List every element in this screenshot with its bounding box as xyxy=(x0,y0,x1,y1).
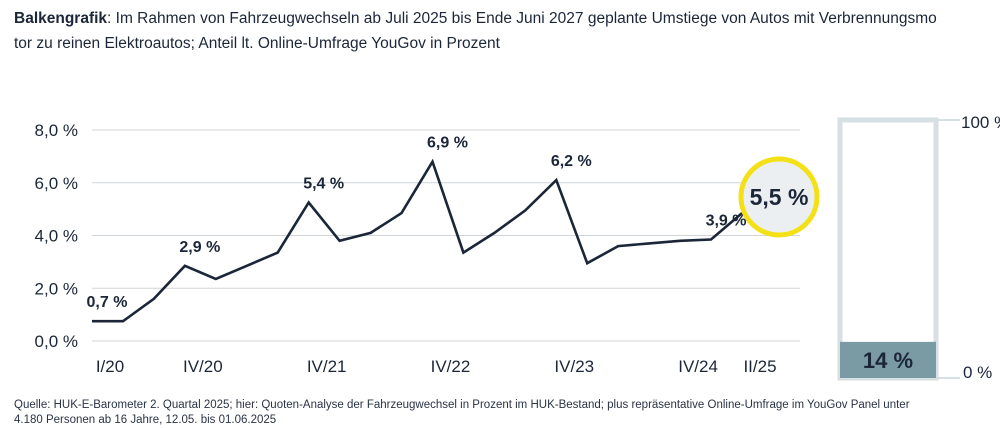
data-label: 6,9 % xyxy=(427,135,468,152)
y-tick-label: 2,0 % xyxy=(35,279,78,298)
y-tick-label: 8,0 % xyxy=(35,121,78,140)
x-axis-labels: I/20 IV/20 IV/21 IV/22 IV/23 IV/24 II/25 xyxy=(96,357,777,376)
data-label: 2,9 % xyxy=(179,239,220,256)
y-tick-label: 6,0 % xyxy=(35,174,78,193)
data-label: 5,4 % xyxy=(303,176,344,193)
bar-value-label: 14 % xyxy=(863,348,913,373)
series-line xyxy=(92,158,743,323)
data-label: 3,9 % xyxy=(706,212,747,229)
x-tick-label: IV/22 xyxy=(431,357,471,376)
x-tick-label: I/20 xyxy=(96,357,124,376)
grid-lines xyxy=(92,129,800,342)
highlight-badge: 5,5 % xyxy=(738,156,820,238)
line-series xyxy=(91,158,743,323)
x-tick-label: IV/23 xyxy=(554,357,594,376)
headline-text-line1: : Im Rahmen von Fahrzeugwechseln ab Juli… xyxy=(107,10,937,27)
bar-axis-min-label: 0 % xyxy=(963,363,992,382)
x-tick-label: IV/20 xyxy=(183,357,223,376)
y-axis-labels: 8,0 % 6,0 % 4,0 % 2,0 % 0,0 % xyxy=(35,121,78,351)
x-tick-label: IV/24 xyxy=(678,357,718,376)
source-line1: Quelle: HUK-E-Barometer 2. Quartal 2025;… xyxy=(14,399,910,411)
bar-fill xyxy=(840,341,936,378)
data-labels: 0,7 % 2,9 % 5,4 % 6,9 % 6,2 % 3,9 % xyxy=(87,135,747,312)
highlight-label: 5,5 % xyxy=(750,184,809,210)
bar-frame xyxy=(837,117,939,381)
y-tick-label: 0,0 % xyxy=(35,332,78,351)
data-label: 0,7 % xyxy=(87,294,128,311)
source-line2: 4.180 Personen ab 16 Jahre, 12.05. bis 0… xyxy=(14,414,277,426)
y-tick-label: 4,0 % xyxy=(35,227,78,246)
highlight-circle xyxy=(738,156,820,238)
share-bar-chart: 14 % 100 % 0 % xyxy=(837,113,1000,382)
chart-headline: Balkengrafik: Im Rahmen von Fahrzeugwech… xyxy=(14,6,1000,56)
bar-axis-max-label: 100 % xyxy=(961,113,1000,132)
source-note: Quelle: HUK-E-Barometer 2. Quartal 2025;… xyxy=(14,398,994,428)
headline-text-line2: tor zu reinen Elektroautos; Anteil lt. O… xyxy=(14,35,500,52)
data-label: 6,2 % xyxy=(551,153,592,170)
headline-lead: Balkengrafik xyxy=(14,10,108,27)
x-tick-label: II/25 xyxy=(743,357,776,376)
x-tick-label: IV/21 xyxy=(307,357,347,376)
